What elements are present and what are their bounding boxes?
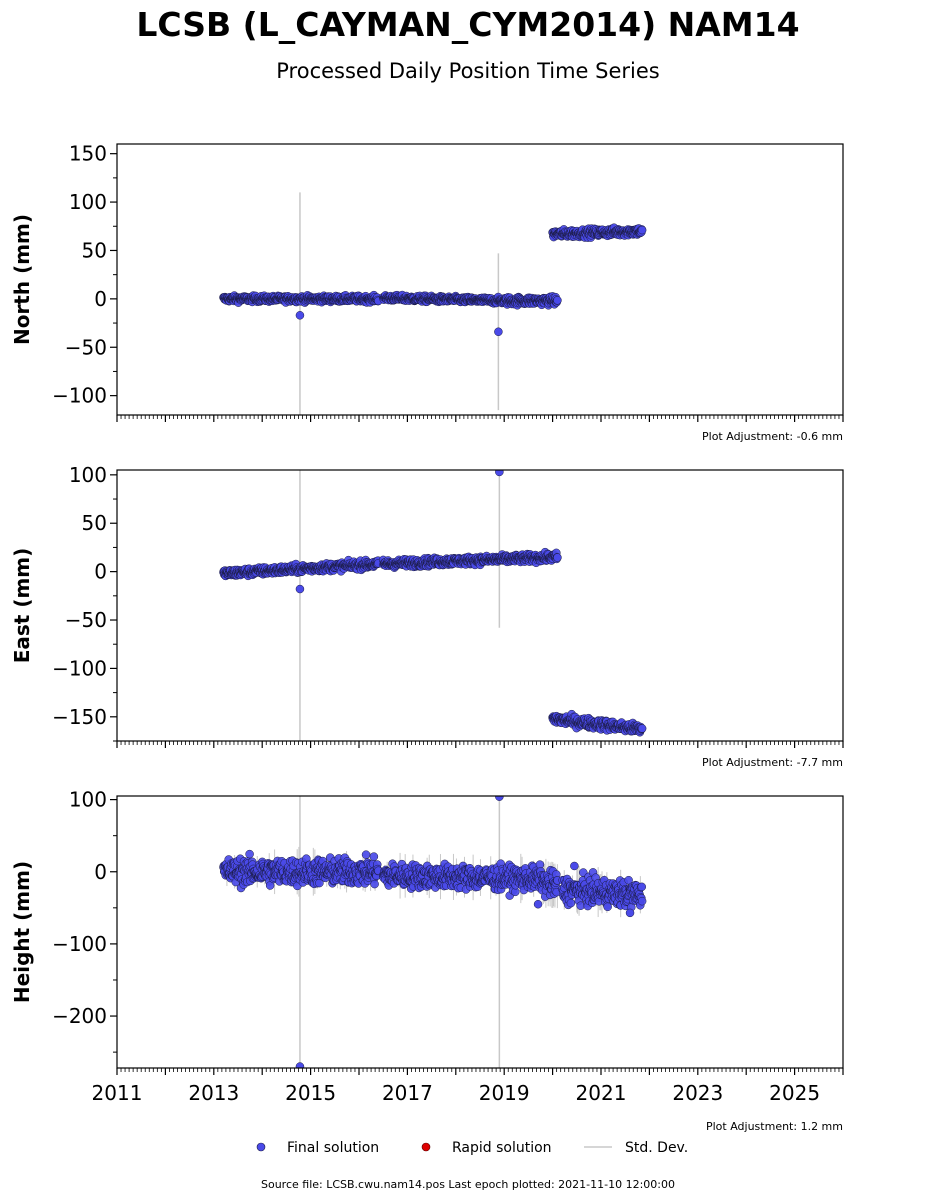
plot-area — [219, 192, 647, 415]
y-tick-label: −50 — [65, 608, 107, 632]
y-axis-label: East (mm) — [10, 548, 34, 664]
panel-height: −200 −100 0 100 2011 2013 2015 2017 2019 2021 2023… — [10, 788, 844, 1133]
x-tick-label: 2013 — [188, 1081, 239, 1105]
plot-adjustment-note: Plot Adjustment: -7.7 mm — [702, 756, 843, 769]
legend-rapid-marker — [421, 1142, 431, 1152]
y-tick-label: −100 — [52, 932, 107, 956]
y-tick-label: −50 — [65, 335, 107, 359]
y-tick-label: 0 — [94, 287, 107, 311]
y-tick-label: −150 — [52, 705, 107, 729]
x-tick-label: 2023 — [672, 1081, 723, 1105]
y-tick-label: −200 — [52, 1004, 107, 1028]
data-point — [245, 849, 254, 859]
x-tick-label: 2015 — [285, 1081, 336, 1105]
x-tick-label: 2017 — [382, 1081, 433, 1105]
y-tick-label: 50 — [82, 238, 107, 262]
y-tick-label: 100 — [69, 463, 107, 487]
data-point — [637, 724, 647, 733]
y-tick-label: 100 — [69, 190, 107, 214]
data-point — [625, 908, 635, 918]
x-tick-label: 2025 — [769, 1081, 820, 1105]
legend-rapid-label: Rapid solution — [452, 1140, 552, 1156]
data-point — [570, 861, 579, 871]
data-point — [637, 225, 647, 235]
data-point — [553, 296, 562, 305]
y-tick-label: 150 — [69, 142, 107, 166]
plot-area — [219, 796, 647, 1068]
data-point — [624, 875, 633, 885]
panel-north: −100 −50 0 50 100 150 North (mm) Plot Adjustmen… — [10, 142, 844, 443]
data-point — [533, 899, 543, 909]
source-note: Source file: LCSB.cwu.nam14.pos Last epo… — [261, 1178, 675, 1191]
data-point — [369, 852, 379, 861]
y-axis-label: Height (mm) — [10, 861, 34, 1003]
plot-adjustment-note: Plot Adjustment: 1.2 mm — [706, 1120, 843, 1133]
y-tick-label: 100 — [69, 788, 107, 812]
data-point — [494, 327, 503, 337]
y-tick-label: −100 — [52, 384, 107, 408]
data-point — [495, 470, 504, 477]
data-point — [295, 584, 305, 594]
legend: Final solution Rapid solution Std. Dev. — [256, 1140, 688, 1156]
data-point — [295, 1062, 305, 1068]
axes-frame — [116, 795, 844, 1069]
axes-frame — [116, 469, 844, 742]
y-tick-label: 50 — [82, 511, 107, 535]
panel-east: −150 −100 −50 0 50 100 East (mm) Plot Adjustmen… — [10, 463, 844, 769]
y-tick-label: 0 — [94, 560, 107, 584]
data-point — [495, 796, 504, 801]
data-point — [637, 896, 647, 906]
data-point — [566, 898, 576, 908]
plot-area — [219, 470, 647, 741]
legend-final-label: Final solution — [287, 1140, 379, 1156]
figure-subtitle: Processed Daily Position Time Series — [276, 59, 660, 83]
legend-final-marker — [256, 1142, 266, 1152]
data-point — [603, 902, 612, 912]
y-tick-label: 0 — [94, 860, 107, 884]
data-point — [295, 311, 305, 320]
data-point — [370, 879, 379, 889]
data-point — [553, 553, 562, 562]
y-tick-label: −100 — [52, 656, 107, 680]
axes-frame — [116, 143, 844, 416]
legend-stddev-label: Std. Dev. — [625, 1140, 688, 1156]
x-tick-label: 2021 — [576, 1081, 627, 1105]
data-point — [361, 850, 371, 859]
y-axis-label: North (mm) — [10, 214, 34, 345]
data-point — [637, 882, 647, 892]
x-tick-label: 2011 — [92, 1081, 143, 1105]
x-tick-label: 2019 — [479, 1081, 530, 1105]
plot-adjustment-note: Plot Adjustment: -0.6 mm — [702, 430, 843, 443]
figure-title: LCSB (L_CAYMAN_CYM2014) NAM14 — [136, 5, 799, 44]
